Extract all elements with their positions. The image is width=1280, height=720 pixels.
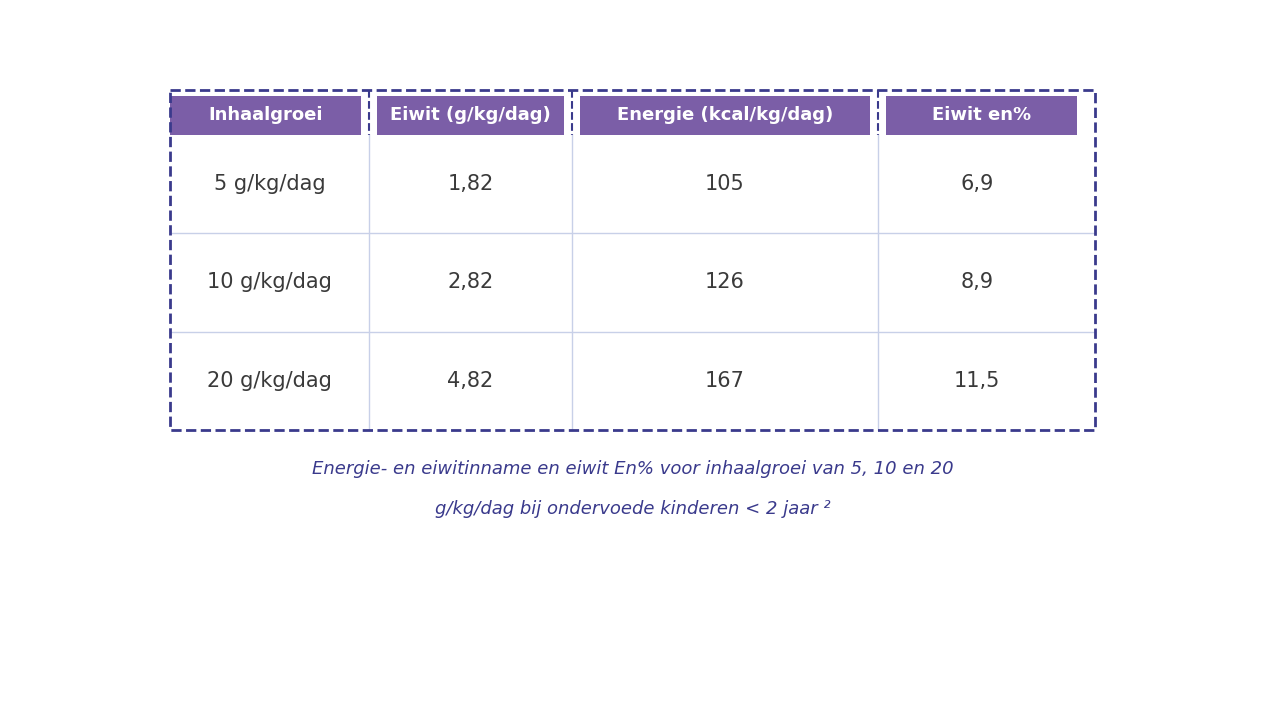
Text: Inhaalgroei: Inhaalgroei bbox=[209, 107, 323, 125]
Text: 167: 167 bbox=[705, 371, 745, 391]
Text: Eiwit en%: Eiwit en% bbox=[932, 107, 1030, 125]
Text: 1,82: 1,82 bbox=[448, 174, 494, 194]
FancyBboxPatch shape bbox=[376, 96, 564, 135]
Text: g/kg/dag bij ondervoede kinderen < 2 jaar ²: g/kg/dag bij ondervoede kinderen < 2 jaa… bbox=[435, 500, 831, 518]
Text: 11,5: 11,5 bbox=[954, 371, 1000, 391]
FancyBboxPatch shape bbox=[886, 96, 1076, 135]
FancyBboxPatch shape bbox=[580, 96, 869, 135]
Text: 105: 105 bbox=[705, 174, 745, 194]
Text: Energie (kcal/kg/dag): Energie (kcal/kg/dag) bbox=[617, 107, 833, 125]
Text: 5 g/kg/dag: 5 g/kg/dag bbox=[214, 174, 325, 194]
Text: 126: 126 bbox=[705, 272, 745, 292]
Text: Eiwit (g/kg/dag): Eiwit (g/kg/dag) bbox=[390, 107, 550, 125]
Text: 10 g/kg/dag: 10 g/kg/dag bbox=[207, 272, 332, 292]
Text: 20 g/kg/dag: 20 g/kg/dag bbox=[207, 371, 332, 391]
Text: 6,9: 6,9 bbox=[960, 174, 993, 194]
Text: 8,9: 8,9 bbox=[960, 272, 993, 292]
Text: 2,82: 2,82 bbox=[448, 272, 494, 292]
FancyBboxPatch shape bbox=[170, 90, 1094, 430]
Text: 4,82: 4,82 bbox=[448, 371, 494, 391]
Text: Energie- en eiwitinname en eiwit En% voor inhaalgroei van 5, 10 en 20: Energie- en eiwitinname en eiwit En% voo… bbox=[312, 460, 954, 478]
FancyBboxPatch shape bbox=[170, 96, 361, 135]
